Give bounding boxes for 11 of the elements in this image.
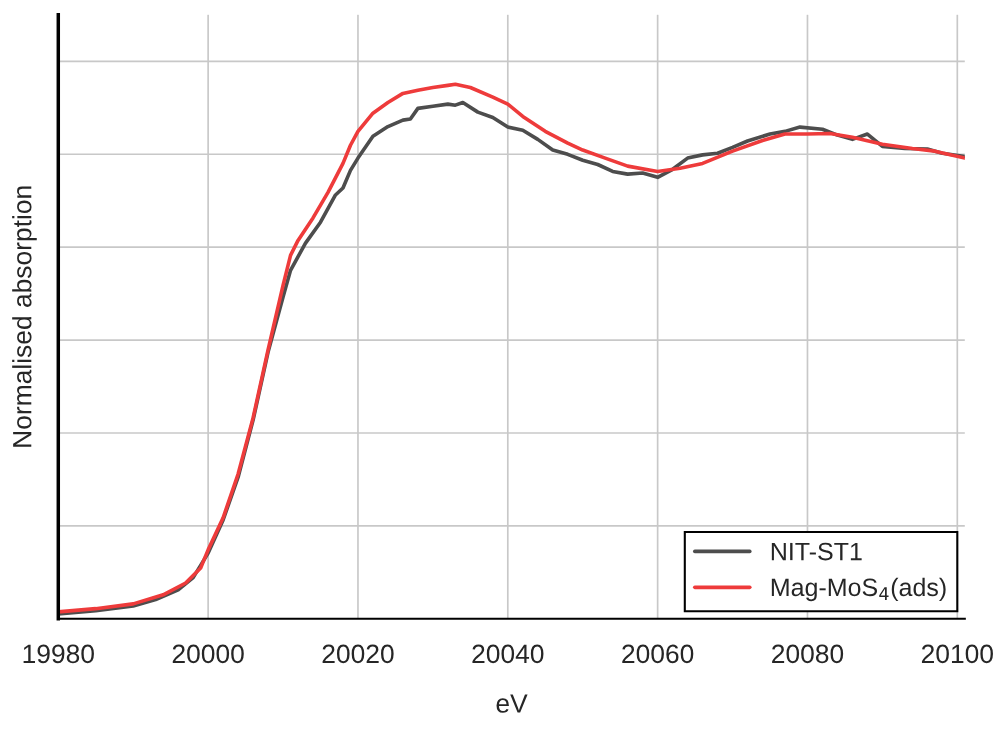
y-axis-title: Normalised absorption	[12, 186, 37, 447]
x-tick-label: 20080	[772, 644, 844, 664]
x-tick-label: 20100	[921, 644, 993, 664]
legend-label: NIT-ST1	[771, 542, 862, 561]
x-tick-label: 20060	[622, 644, 694, 664]
x-tick-label: 20000	[172, 644, 244, 664]
x-axis-title: eV	[496, 694, 528, 713]
legend-label: Mag-MoS$_{4}$(ads)	[771, 577, 946, 602]
x-tick-label: 19980	[23, 644, 94, 664]
x-tick-label: 20040	[472, 644, 544, 664]
x-tick-label: 20020	[322, 644, 394, 664]
